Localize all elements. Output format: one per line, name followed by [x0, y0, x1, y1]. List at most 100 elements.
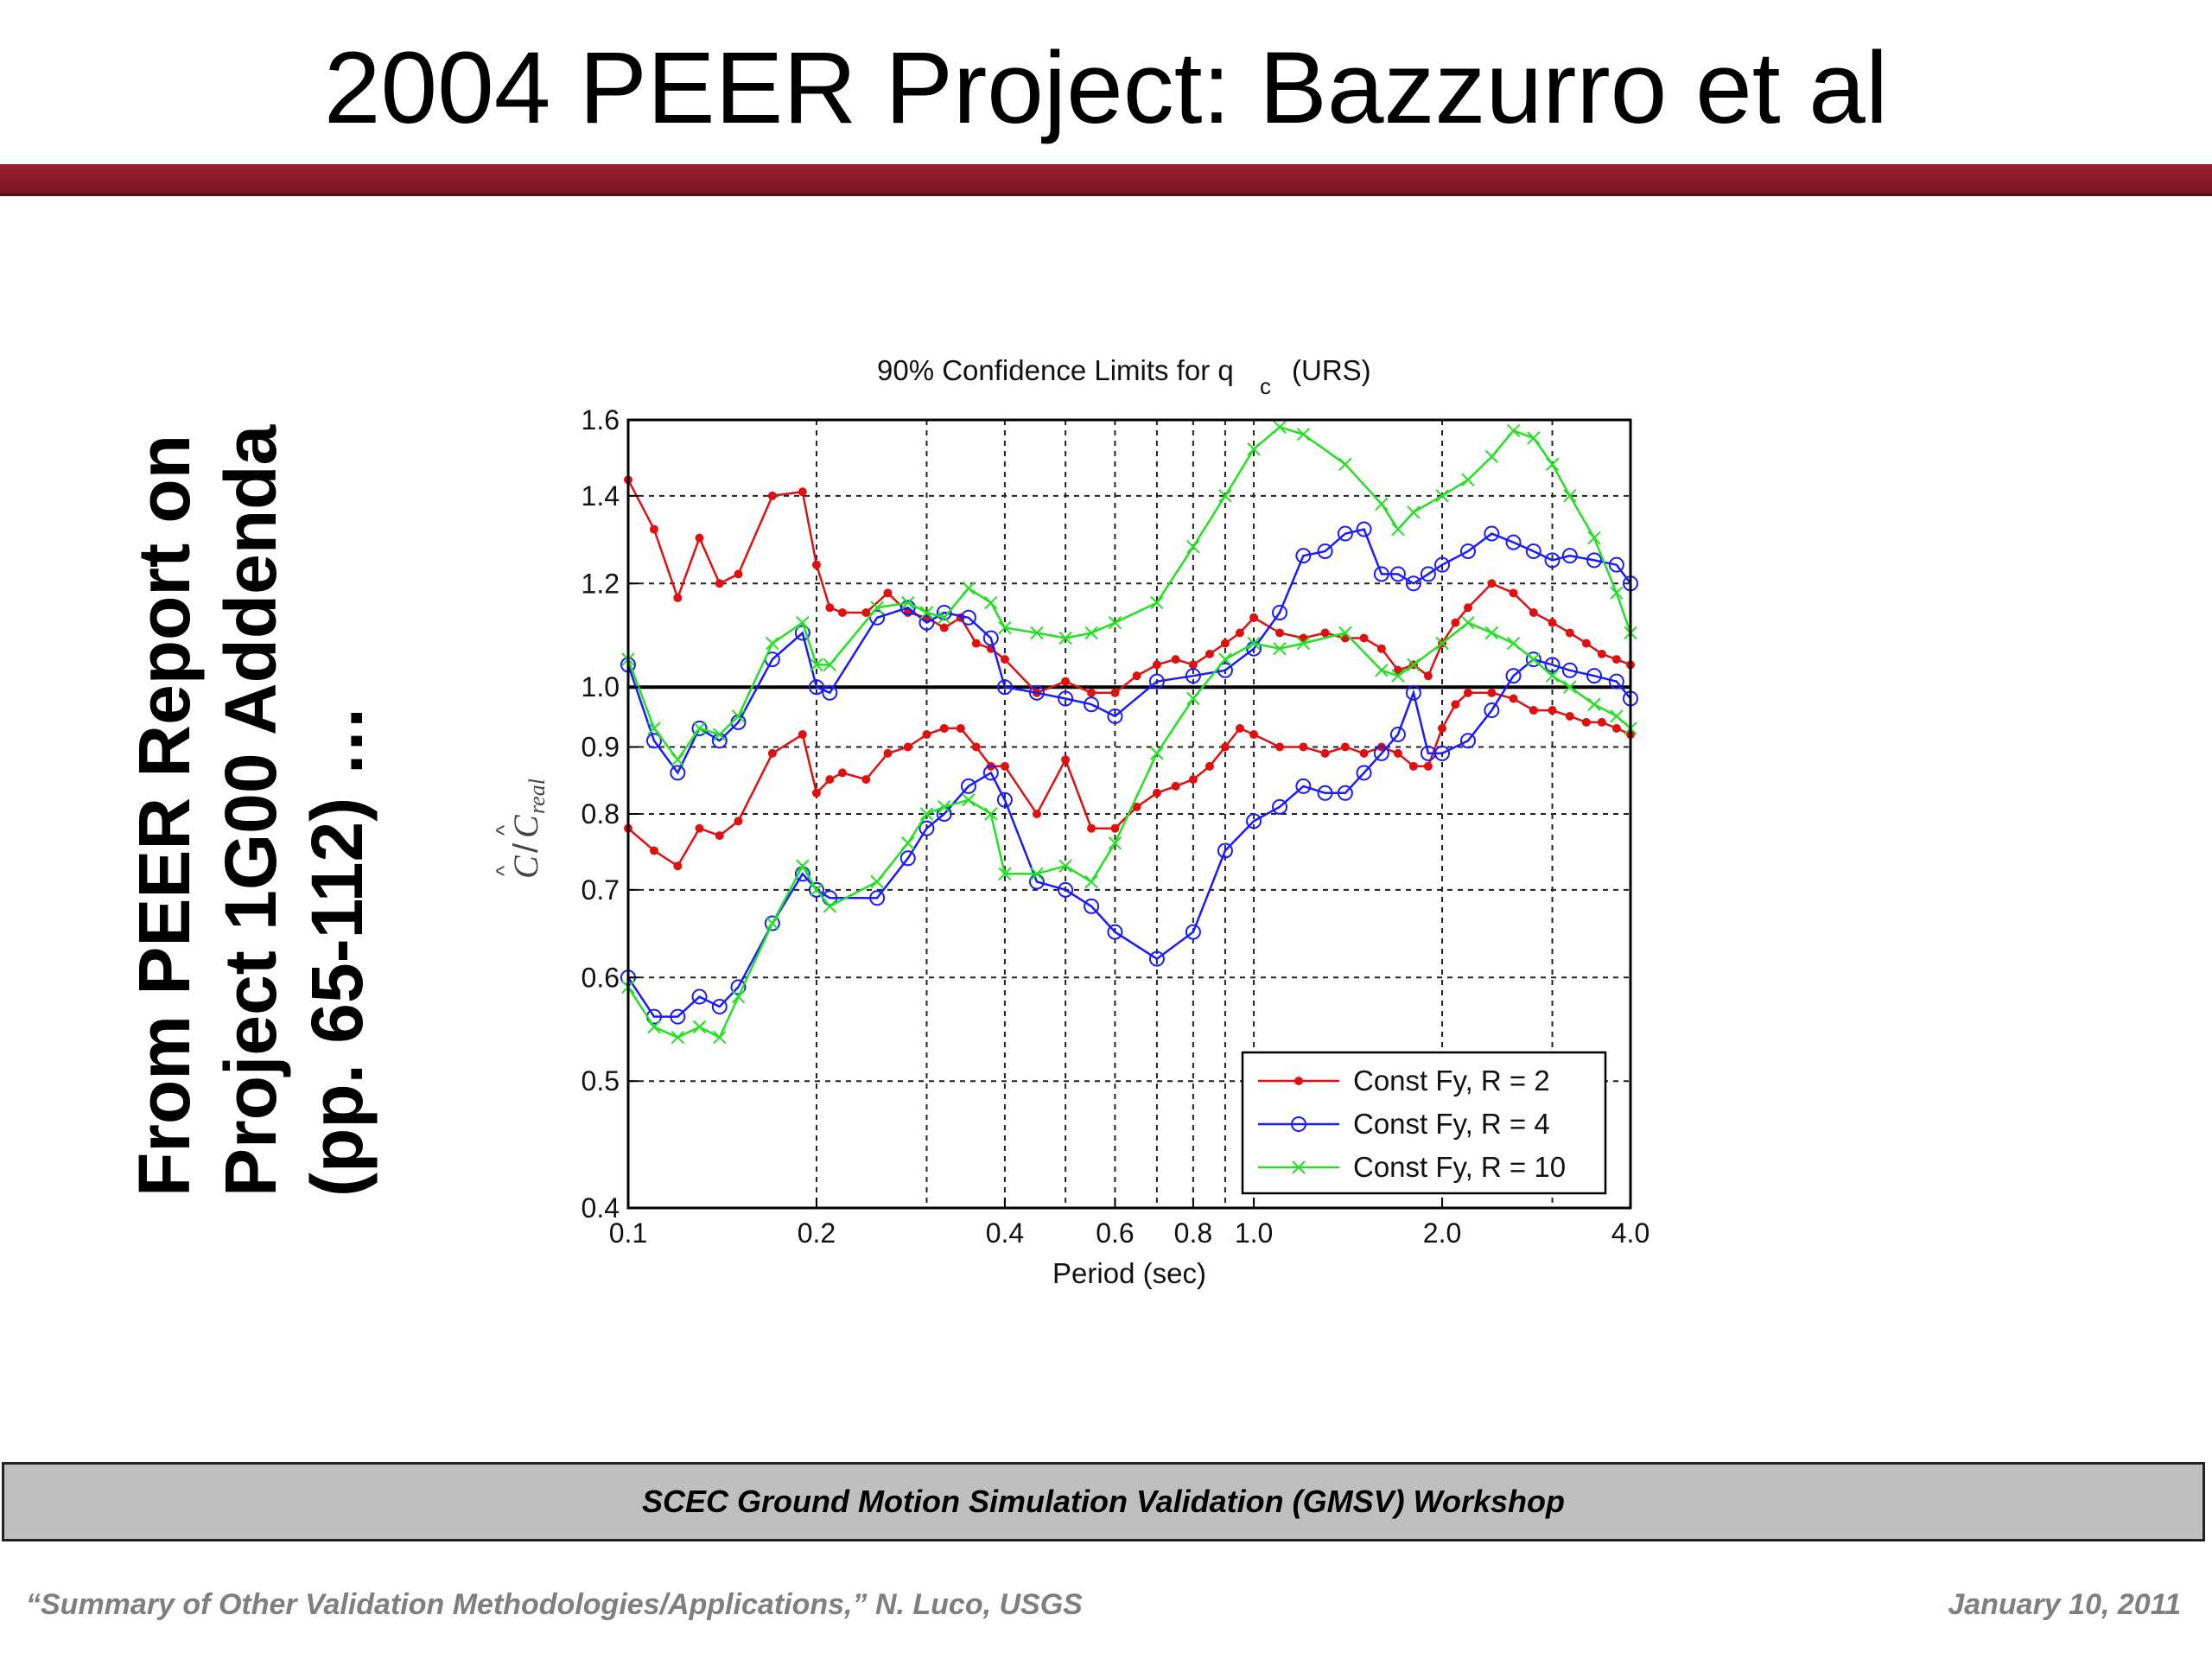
y-axis-label-slash: / — [507, 842, 545, 853]
y-tick-label: 0.5 — [582, 1065, 620, 1096]
series-3-upper-point — [810, 658, 823, 672]
series-2-upper-point — [1084, 696, 1100, 713]
series-3-lower-point-stroke — [1610, 709, 1624, 723]
series-1-upper-point — [734, 569, 743, 579]
series-2-upper-point — [1317, 543, 1333, 559]
series-2-lower-point — [996, 791, 1013, 808]
y-tick-label: 1.6 — [582, 404, 620, 435]
series-3-upper-point-stroke — [1150, 595, 1164, 610]
series-3-lower-point-stroke — [731, 989, 746, 1004]
y-tick-label: 0.7 — [582, 874, 620, 906]
y-tick-label: 0.6 — [582, 962, 620, 993]
series-1-lower-point — [1438, 723, 1447, 733]
series-2-lower-point — [1586, 668, 1603, 684]
y-tick-label: 0.9 — [582, 732, 620, 763]
series-1-upper-point — [1581, 639, 1591, 648]
series-3-upper-point-stroke — [1030, 626, 1044, 640]
series-2-upper-point — [808, 679, 824, 696]
series-1-lower-point — [734, 817, 743, 826]
series-1-lower-point — [1235, 723, 1244, 733]
series-1-lower-point — [649, 846, 658, 855]
series-2-upper-point — [960, 609, 976, 626]
series-3-lower-point-stroke — [1247, 636, 1261, 651]
series-2-lower-point — [1148, 950, 1165, 967]
series-2-upper-point — [1356, 521, 1372, 537]
series-3-upper-point — [1030, 626, 1044, 640]
series-1-lower-point — [1359, 748, 1369, 758]
series-3-lower-point-stroke — [1273, 641, 1287, 656]
series-2-upper-point — [1295, 548, 1312, 564]
series-3-lower-point — [766, 916, 779, 931]
series-1-lower-point — [939, 723, 949, 733]
series-3-upper-point-stroke — [998, 620, 1012, 635]
series-3-upper-point — [870, 601, 884, 614]
series-3-lower-point-stroke — [1058, 859, 1072, 873]
series-2-upper-point — [691, 720, 708, 736]
series-3-upper-point-stroke — [671, 753, 685, 767]
series-3-upper-point — [647, 721, 661, 735]
series-3-upper-point — [1150, 595, 1164, 610]
series-3-upper-point — [692, 721, 707, 735]
legend-marker-2 — [1291, 1116, 1306, 1132]
series-2-lower-point — [1295, 778, 1312, 794]
series-1-lower-point — [1032, 810, 1041, 818]
series-1-upper-point — [1509, 588, 1518, 598]
series-3-upper-point-stroke — [796, 615, 810, 630]
series-2-lower-point — [899, 850, 916, 867]
series-3-upper-point-stroke — [1563, 489, 1577, 503]
series-3-upper-point-stroke — [919, 606, 934, 620]
series-2-lower-point — [1434, 745, 1451, 761]
series-1-upper-point — [1205, 649, 1214, 658]
series-3-lower-point — [1527, 652, 1541, 666]
x-axis-label: Period (sec) — [1052, 1257, 1206, 1289]
series-2-lower-point — [1561, 662, 1578, 678]
series-1-lower-point — [883, 748, 893, 758]
series-1-lower-point — [1548, 706, 1557, 715]
x-tick-label: 0.2 — [798, 1217, 836, 1249]
slide-title: 2004 PEER Project: Bazzurro et al — [323, 31, 1889, 145]
series-3-upper-point — [998, 620, 1012, 635]
series-3-upper-point-stroke — [1527, 431, 1541, 445]
footer-banner: SCEC Ground Motion Simulation Validation… — [2, 1462, 2205, 1541]
series-3-lower-point — [1545, 669, 1560, 683]
series-3-upper-point — [1218, 489, 1232, 503]
series-3-lower-point — [938, 800, 951, 814]
series-1-upper-point — [1000, 655, 1009, 664]
chart-title: 90% Confidence Limits for q — [877, 354, 1234, 386]
series-3-lower-point-stroke — [1218, 652, 1232, 666]
series-3-upper-point-stroke — [1587, 531, 1601, 545]
series-3-lower-point — [1030, 867, 1044, 881]
series-2-upper-point — [1608, 556, 1624, 573]
series-3-lower-point-stroke — [796, 859, 810, 873]
series-3-lower-point — [984, 807, 998, 821]
series-3-lower-point — [731, 989, 746, 1004]
series-3-lower-point — [1407, 658, 1421, 672]
series-2-lower-point — [764, 915, 780, 931]
series-3-lower-point — [1108, 836, 1122, 850]
series-2-lower-point — [1272, 798, 1288, 815]
y-axis-label-c: C — [506, 855, 545, 879]
series-1-upper-point — [939, 623, 949, 632]
y-axis-label-subscript: real — [524, 779, 550, 814]
series-3-upper-point-stroke — [1545, 457, 1560, 471]
series-1-upper-point — [1393, 665, 1402, 675]
series-3-upper-point — [1186, 540, 1200, 554]
series-2-upper-point — [1028, 684, 1045, 701]
series-1-lower-point — [1110, 823, 1120, 833]
series-3-lower-point — [901, 836, 915, 850]
series-3-lower-point — [1587, 697, 1601, 711]
series-2-lower-point — [982, 765, 999, 781]
y-tick-label: 1.4 — [582, 480, 620, 512]
x-tick-label: 0.1 — [609, 1217, 647, 1249]
y-tick-label: 1.0 — [582, 671, 620, 702]
series-2-lower-point — [1608, 673, 1624, 690]
confidence-limits-chart: 0.1 0.2 0.4 0.6 0.8 1.0 2.0 4.0 0.4 0.5 0.6 0.7 0.8 0… — [467, 337, 1676, 1313]
series-1-lower-point — [673, 861, 683, 871]
series-3-lower-point — [671, 1030, 685, 1045]
series-3-upper-point — [1108, 615, 1122, 630]
series-2-lower-point — [1505, 668, 1522, 684]
title-accent-bar — [0, 164, 2212, 196]
series-3-upper-point-stroke — [766, 636, 779, 651]
series-3-lower-point — [1058, 859, 1072, 873]
series-2-upper-point — [1561, 548, 1578, 564]
